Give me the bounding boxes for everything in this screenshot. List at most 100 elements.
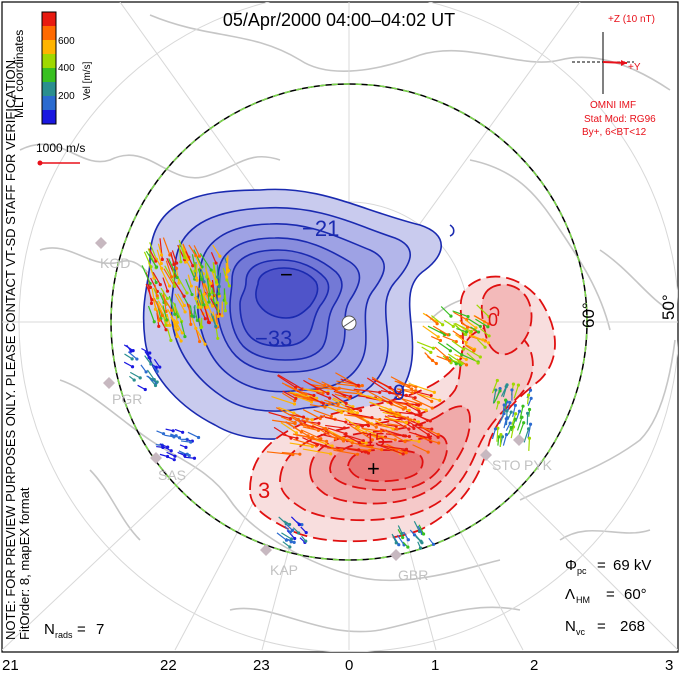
- colorbar-swatch: [42, 82, 56, 97]
- velocity-vector: [382, 411, 398, 417]
- velocity-vector-origin: [292, 540, 296, 544]
- radar-count: N rads = 7: [44, 621, 104, 640]
- svg-text:rads: rads: [55, 630, 73, 640]
- velocity-vector-origin: [487, 334, 491, 338]
- velocity-vector-origin: [154, 259, 158, 263]
- velocity-vector: [415, 435, 439, 444]
- velocity-vector-origin: [395, 427, 399, 431]
- velocity-vector-origin: [198, 339, 202, 344]
- velocity-vector: [332, 398, 358, 414]
- velocity-vector: [187, 274, 192, 287]
- velocity-vector-origin: [460, 362, 464, 366]
- station-marker-kap: [260, 544, 272, 556]
- velocity-vector-origin: [170, 308, 174, 312]
- velocity-vector-origin: [196, 435, 201, 440]
- velocity-vector-origin: [157, 318, 161, 322]
- velocity-vector-origin: [194, 296, 198, 301]
- contour-label: 3: [258, 478, 270, 503]
- velocity-vector-origin: [329, 414, 333, 419]
- velocity-vector-origin: [421, 532, 426, 536]
- velocity-vector-origin: [180, 331, 184, 335]
- velocity-vector: [183, 247, 189, 260]
- velocity-vector-origin: [214, 280, 219, 284]
- velocity-vector: [378, 444, 404, 455]
- velocity-vector-origin: [349, 395, 353, 399]
- velocity-vector-origin: [429, 393, 433, 398]
- velocity-vector-origin: [410, 391, 415, 395]
- velocity-vector-origin: [158, 283, 162, 287]
- imf-z-label: +Z (10 nT): [608, 14, 655, 25]
- velocity-vector-origin: [394, 541, 398, 545]
- velocity-vector: [281, 532, 292, 540]
- velocity-vector: [302, 426, 319, 431]
- velocity-vector: [272, 419, 296, 425]
- velocity-vector-origin: [165, 454, 170, 459]
- velocity-vector-origin: [160, 266, 164, 270]
- velocity-vector-origin: [148, 281, 152, 286]
- velocity-vector-origin: [517, 409, 522, 413]
- station-label: SAS: [158, 467, 186, 483]
- velocity-vector-origin: [155, 380, 159, 384]
- velocity-vector: [452, 330, 462, 338]
- velocity-vector-origin: [513, 403, 517, 407]
- velocity-vector-origin: [189, 284, 193, 288]
- velocity-vector: [195, 327, 201, 342]
- velocity-vector-origin: [520, 415, 524, 419]
- velocity-vector-origin: [218, 254, 222, 258]
- velocity-vector-origin: [194, 326, 198, 330]
- velocity-vector: [371, 378, 391, 389]
- velocity-vector-origin: [355, 411, 360, 415]
- velocity-vector-origin: [476, 361, 480, 365]
- mlt-tick: 21: [2, 657, 19, 674]
- svg-text:Φ: Φ: [565, 557, 577, 574]
- velocity-vector-origin: [364, 441, 368, 445]
- velocity-vector-origin: [165, 296, 169, 301]
- velocity-vector-origin: [464, 357, 468, 362]
- velocity-vector: [146, 369, 155, 380]
- velocity-vector-origin: [378, 390, 382, 394]
- velocity-vector-origin: [483, 345, 487, 349]
- velocity-vector: [493, 390, 501, 404]
- velocity-vector: [382, 428, 406, 443]
- velocity-vector-origin: [215, 301, 219, 305]
- velocity-vector: [340, 387, 359, 392]
- velocity-vector: [381, 395, 406, 409]
- velocity-vector: [277, 374, 303, 390]
- velocity-vector-origin: [203, 342, 207, 346]
- velocity-vector: [203, 282, 210, 296]
- velocity-vector: [178, 245, 182, 262]
- velocity-vector-origin: [451, 324, 455, 328]
- velocity-vector-origin: [177, 436, 182, 440]
- velocity-vector: [510, 419, 516, 432]
- station-label: STO: [492, 457, 521, 473]
- velocity-vector-origin: [349, 410, 354, 414]
- velocity-vector: [442, 335, 457, 343]
- velocity-vector-origin: [347, 407, 351, 412]
- velocity-vector-origin: [132, 378, 136, 382]
- velocity-vector-origin: [496, 426, 500, 430]
- velocity-vector: [225, 257, 230, 271]
- velocity-vector: [426, 355, 437, 365]
- velocity-vector-origin: [505, 409, 509, 413]
- velocity-vector: [349, 424, 373, 441]
- velocity-vector-origin: [299, 430, 304, 434]
- velocity-vector: [380, 408, 399, 415]
- velocity-vector-origin: [173, 284, 177, 288]
- velocity-vector: [287, 391, 310, 400]
- velocity-vector-origin: [164, 323, 168, 327]
- velocity-vector: [162, 290, 167, 312]
- velocity-vector-origin: [460, 353, 464, 357]
- velocity-vector: [377, 423, 397, 427]
- velocity-vector-origin: [202, 303, 206, 307]
- velocity-vector-origin: [149, 301, 154, 305]
- velocity-vector: [172, 302, 183, 322]
- velocity-vector: [282, 434, 298, 439]
- velocity-vector: [452, 310, 469, 318]
- velocity-vector: [193, 245, 201, 257]
- velocity-vector-origin: [155, 369, 159, 374]
- colorbar-swatch: [42, 110, 56, 125]
- velocity-vector-origin: [192, 456, 197, 460]
- svg-text:=: =: [77, 621, 86, 638]
- velocity-vector-origin: [414, 385, 418, 389]
